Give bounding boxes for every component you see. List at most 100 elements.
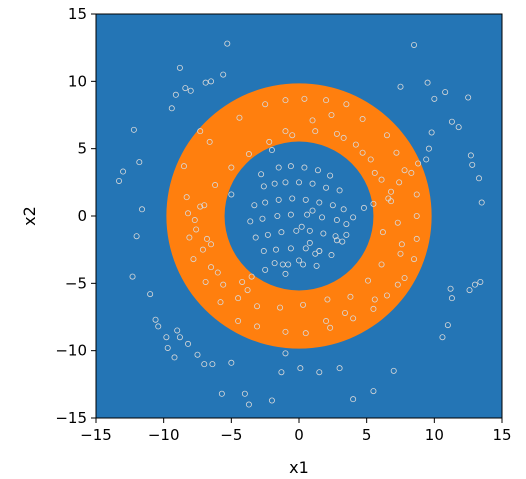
data-point xyxy=(245,151,252,158)
x-axis-ticks: −15 −10 −5 0 5 10 15 xyxy=(80,418,512,444)
data-point xyxy=(477,278,484,285)
data-point xyxy=(235,295,242,302)
data-point xyxy=(379,229,386,236)
data-point xyxy=(297,365,304,372)
data-point xyxy=(423,156,430,163)
x-tick-label: 5 xyxy=(362,426,372,444)
data-point xyxy=(332,233,339,240)
data-point xyxy=(397,250,404,257)
data-point xyxy=(378,261,385,268)
data-point xyxy=(164,344,171,351)
data-point xyxy=(413,235,420,242)
data-point xyxy=(471,281,478,288)
data-point xyxy=(202,79,209,86)
data-point xyxy=(425,145,432,152)
data-point xyxy=(424,79,431,86)
data-point xyxy=(309,207,316,214)
data-point xyxy=(289,132,296,139)
data-point xyxy=(340,134,347,141)
data-point xyxy=(352,141,359,148)
data-point xyxy=(206,138,213,145)
data-point xyxy=(469,161,476,168)
data-point xyxy=(262,266,269,273)
data-point xyxy=(324,296,331,303)
data-point xyxy=(239,278,246,285)
data-point xyxy=(260,248,267,255)
x-axis-label: x1 xyxy=(289,458,309,477)
data-point xyxy=(370,388,377,395)
data-point xyxy=(268,397,275,404)
x-tick-label: 10 xyxy=(425,426,444,444)
data-point xyxy=(186,234,193,241)
data-point xyxy=(287,163,294,170)
data-point xyxy=(340,206,347,213)
data-point xyxy=(295,257,302,264)
data-point xyxy=(244,287,251,294)
data-point xyxy=(247,218,254,225)
data-point xyxy=(228,191,235,198)
data-point xyxy=(383,132,390,139)
data-point xyxy=(278,229,285,236)
data-point xyxy=(201,361,208,368)
data-point xyxy=(300,261,307,268)
data-point xyxy=(306,227,313,234)
data-point xyxy=(447,285,454,292)
data-point xyxy=(365,277,372,284)
data-point xyxy=(260,183,267,190)
data-point xyxy=(282,128,289,135)
data-point xyxy=(466,287,473,294)
x-tick-label: −10 xyxy=(148,426,180,444)
y-tick-label: 5 xyxy=(77,140,87,158)
data-point xyxy=(176,334,183,341)
data-point xyxy=(262,199,269,206)
y-tick-label: 10 xyxy=(68,72,87,90)
data-point xyxy=(342,309,349,316)
data-point xyxy=(339,238,346,245)
data-point xyxy=(309,180,316,187)
data-point xyxy=(116,177,123,184)
data-point xyxy=(194,351,201,358)
data-point xyxy=(174,327,181,334)
data-point xyxy=(208,264,215,271)
data-point xyxy=(275,164,282,171)
data-point xyxy=(287,245,294,252)
data-point xyxy=(411,41,418,48)
data-point xyxy=(323,184,330,191)
data-point xyxy=(183,194,190,201)
data-point xyxy=(228,164,235,171)
data-point xyxy=(203,235,210,242)
data-point xyxy=(428,129,435,136)
data-point xyxy=(343,221,350,228)
data-point xyxy=(401,274,408,281)
data-point xyxy=(212,182,219,189)
data-point xyxy=(163,334,170,341)
points-layer xyxy=(116,40,485,408)
y-axis-ticks: −15 −10 −5 0 5 10 15 xyxy=(55,5,96,427)
data-point xyxy=(408,169,415,176)
data-point xyxy=(415,160,422,167)
data-point xyxy=(302,245,309,252)
data-point xyxy=(295,179,302,186)
data-point xyxy=(371,169,378,176)
data-point xyxy=(201,202,208,209)
data-point xyxy=(130,126,137,133)
data-point xyxy=(300,301,307,308)
data-point xyxy=(155,323,162,330)
data-point xyxy=(455,124,462,131)
data-point xyxy=(359,149,366,156)
data-point xyxy=(262,101,269,108)
data-point xyxy=(264,231,271,238)
data-point xyxy=(314,167,321,174)
data-point xyxy=(448,118,455,125)
data-point xyxy=(388,198,395,205)
data-point xyxy=(289,195,296,202)
data-point xyxy=(235,318,242,325)
data-point xyxy=(254,303,261,310)
data-point xyxy=(254,323,261,330)
data-point xyxy=(320,230,327,237)
data-point xyxy=(347,293,354,300)
data-point xyxy=(413,191,420,198)
data-point xyxy=(350,214,357,221)
data-point xyxy=(275,196,282,203)
